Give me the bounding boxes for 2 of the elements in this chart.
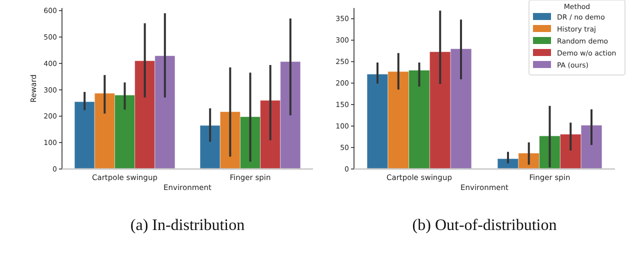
text: (b) Out-of-distribution — [412, 217, 557, 234]
text: (a) In-distribution — [130, 217, 245, 234]
